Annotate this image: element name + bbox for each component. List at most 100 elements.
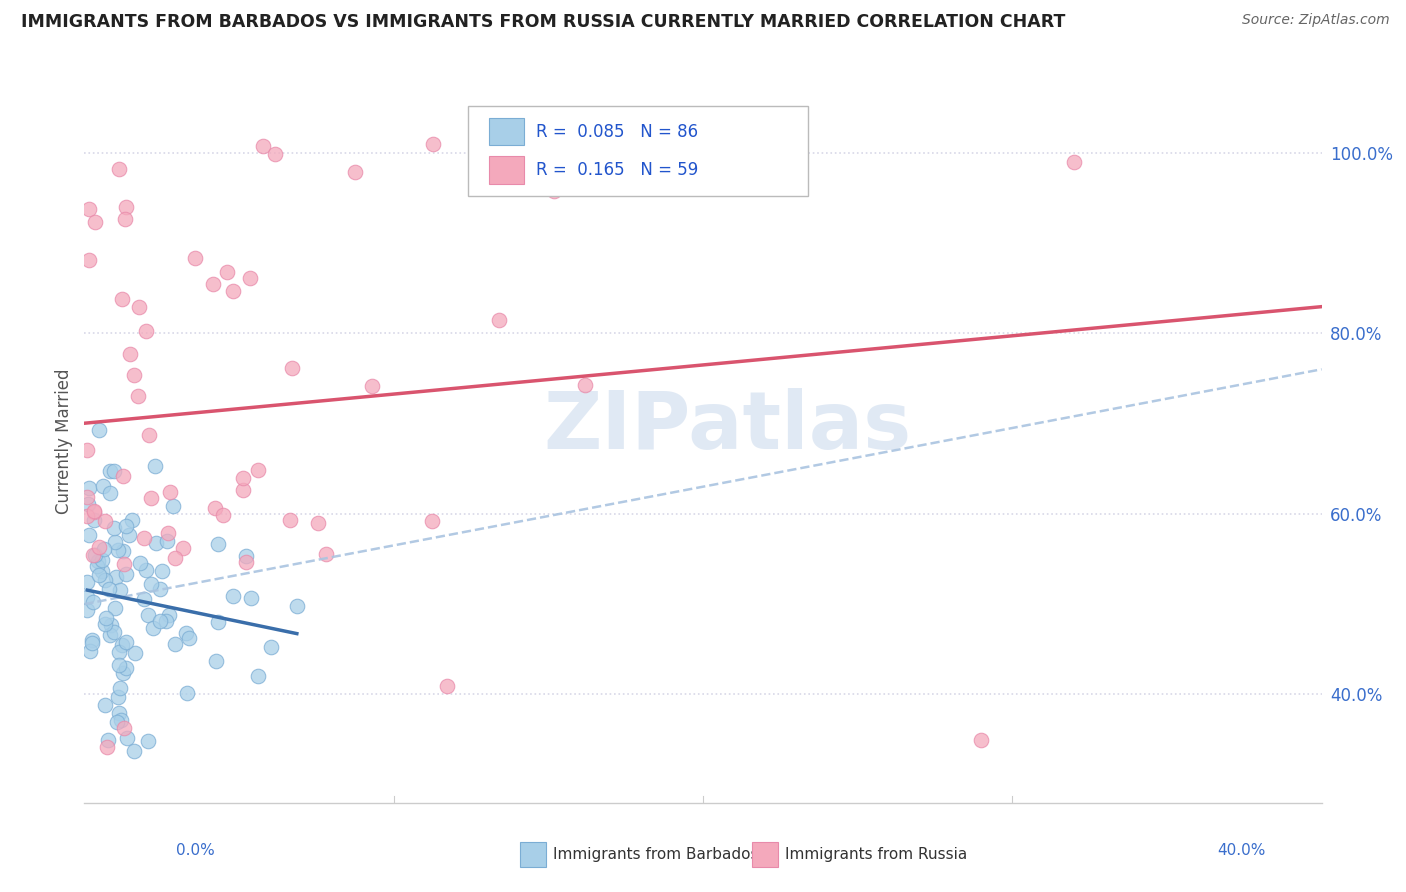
Point <box>104 601 127 615</box>
Point <box>100 618 122 632</box>
Point <box>114 634 136 648</box>
Point <box>112 544 135 558</box>
Point <box>112 721 135 735</box>
Point <box>307 516 329 530</box>
Point <box>110 582 132 597</box>
Point <box>280 513 302 527</box>
Point <box>246 669 269 683</box>
Point <box>91 478 114 492</box>
Text: 0.0%: 0.0% <box>176 843 215 858</box>
Point <box>107 543 129 558</box>
Point <box>107 690 129 704</box>
Point <box>132 531 155 545</box>
Point <box>205 654 228 668</box>
Point <box>93 542 115 557</box>
Point <box>82 636 104 650</box>
Point <box>436 679 458 693</box>
Point <box>207 537 229 551</box>
Point <box>155 614 177 628</box>
Point <box>488 312 510 326</box>
Text: ZIPatlas: ZIPatlas <box>544 388 912 467</box>
Point <box>1063 154 1085 169</box>
Point <box>112 468 135 483</box>
Point <box>98 486 121 500</box>
Point <box>76 603 98 617</box>
FancyBboxPatch shape <box>468 105 808 196</box>
Point <box>94 573 117 587</box>
Point <box>89 567 111 582</box>
Point <box>124 646 146 660</box>
Point <box>202 277 225 291</box>
Point <box>108 658 131 673</box>
Text: R =  0.165   N = 59: R = 0.165 N = 59 <box>536 161 699 179</box>
Point <box>184 251 207 265</box>
Point <box>143 458 166 473</box>
Point <box>163 637 186 651</box>
Point <box>112 558 135 572</box>
Point <box>98 464 121 478</box>
Point <box>83 505 105 519</box>
Point <box>117 527 139 541</box>
Point <box>344 165 367 179</box>
Point <box>149 582 172 597</box>
Point <box>96 739 118 754</box>
Point <box>179 632 201 646</box>
Point <box>107 714 129 729</box>
Point <box>76 490 98 504</box>
Point <box>211 508 233 522</box>
Point <box>97 582 120 596</box>
Point <box>124 744 146 758</box>
Text: Immigrants from Russia: Immigrants from Russia <box>785 847 967 862</box>
Point <box>83 513 105 527</box>
Text: Source: ZipAtlas.com: Source: ZipAtlas.com <box>1241 13 1389 28</box>
Point <box>574 377 596 392</box>
Point <box>94 616 117 631</box>
Point <box>174 626 197 640</box>
Point <box>122 368 145 383</box>
Point <box>420 514 443 528</box>
Point <box>96 610 118 624</box>
Point <box>103 464 125 478</box>
Point <box>235 549 257 563</box>
Point <box>98 628 121 642</box>
Point <box>121 513 143 527</box>
Point <box>145 536 167 550</box>
Point <box>108 681 131 695</box>
Point <box>232 483 254 498</box>
Point <box>94 698 117 713</box>
Point <box>232 471 254 485</box>
Point <box>239 270 262 285</box>
Point <box>82 632 104 647</box>
Point <box>136 734 159 748</box>
Point <box>107 161 129 176</box>
Point <box>543 184 565 198</box>
Point <box>87 554 110 568</box>
Point <box>156 533 179 548</box>
Point <box>79 202 101 216</box>
Point <box>111 293 134 307</box>
Point <box>77 482 100 496</box>
Point <box>136 608 159 623</box>
Point <box>103 625 125 640</box>
Point <box>94 514 117 528</box>
Point <box>157 525 180 540</box>
Point <box>139 577 162 591</box>
Point <box>506 129 529 144</box>
Point <box>108 706 131 720</box>
Text: IMMIGRANTS FROM BARBADOS VS IMMIGRANTS FROM RUSSIA CURRENTLY MARRIED CORRELATION: IMMIGRANTS FROM BARBADOS VS IMMIGRANTS F… <box>21 13 1066 31</box>
Point <box>79 644 101 658</box>
Point <box>87 540 110 554</box>
Point <box>87 423 110 437</box>
Point <box>132 591 155 606</box>
Point <box>150 564 173 578</box>
Point <box>90 564 112 578</box>
Point <box>97 733 120 747</box>
Point <box>176 686 198 700</box>
Point <box>264 146 287 161</box>
Point <box>165 550 187 565</box>
Point <box>159 485 181 500</box>
Point <box>76 443 98 458</box>
Point <box>105 569 128 583</box>
Point <box>77 253 100 268</box>
Point <box>111 639 134 653</box>
